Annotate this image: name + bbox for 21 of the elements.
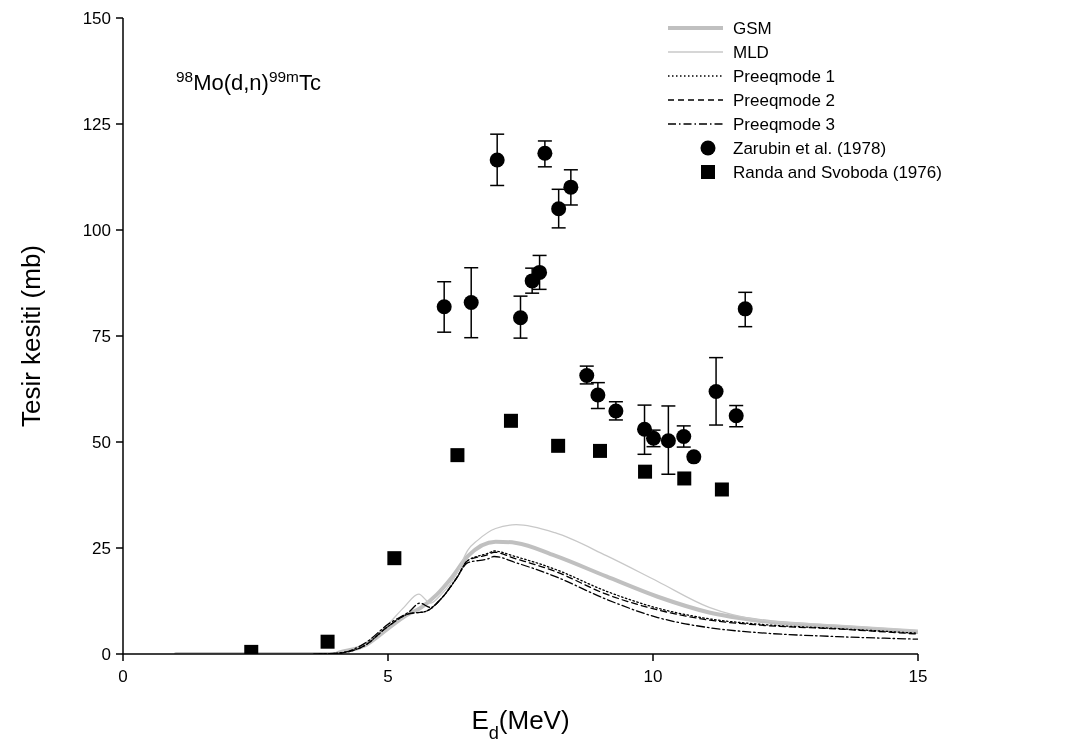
legend-label: GSM: [733, 19, 772, 38]
y-tick-label: 100: [82, 221, 111, 240]
legend-label: MLD: [733, 43, 769, 62]
legend-label: Zarubin et al. (1978): [733, 139, 887, 158]
legend-label: Preeqmode 1: [733, 67, 836, 86]
y-tick-label: 125: [82, 115, 111, 134]
x-tick-label: 15: [908, 667, 928, 686]
legend-label: Randa and Svoboda (1976): [733, 163, 942, 182]
y-tick-label: 25: [92, 539, 111, 558]
legend-label: Preeqmode 3: [733, 115, 836, 134]
y-tick-label: 75: [92, 327, 111, 346]
x-tick-label: 10: [643, 667, 663, 686]
text: $^{98}$Mo(d,n)$^{99m}$Tc: [176, 67, 321, 96]
y-tick-label: 50: [92, 433, 111, 452]
x-tick-label: 0: [118, 667, 128, 686]
y-tick-label: 0: [101, 645, 111, 664]
x-tick-label: 5: [383, 667, 393, 686]
x-axis-title: E$_{d}$(MeV): [471, 705, 570, 743]
y-axis-title: Tesir kesiti (mb): [16, 244, 46, 428]
legend-label: Preeqmode 2: [733, 91, 836, 110]
y-tick-label: 150: [82, 9, 111, 28]
